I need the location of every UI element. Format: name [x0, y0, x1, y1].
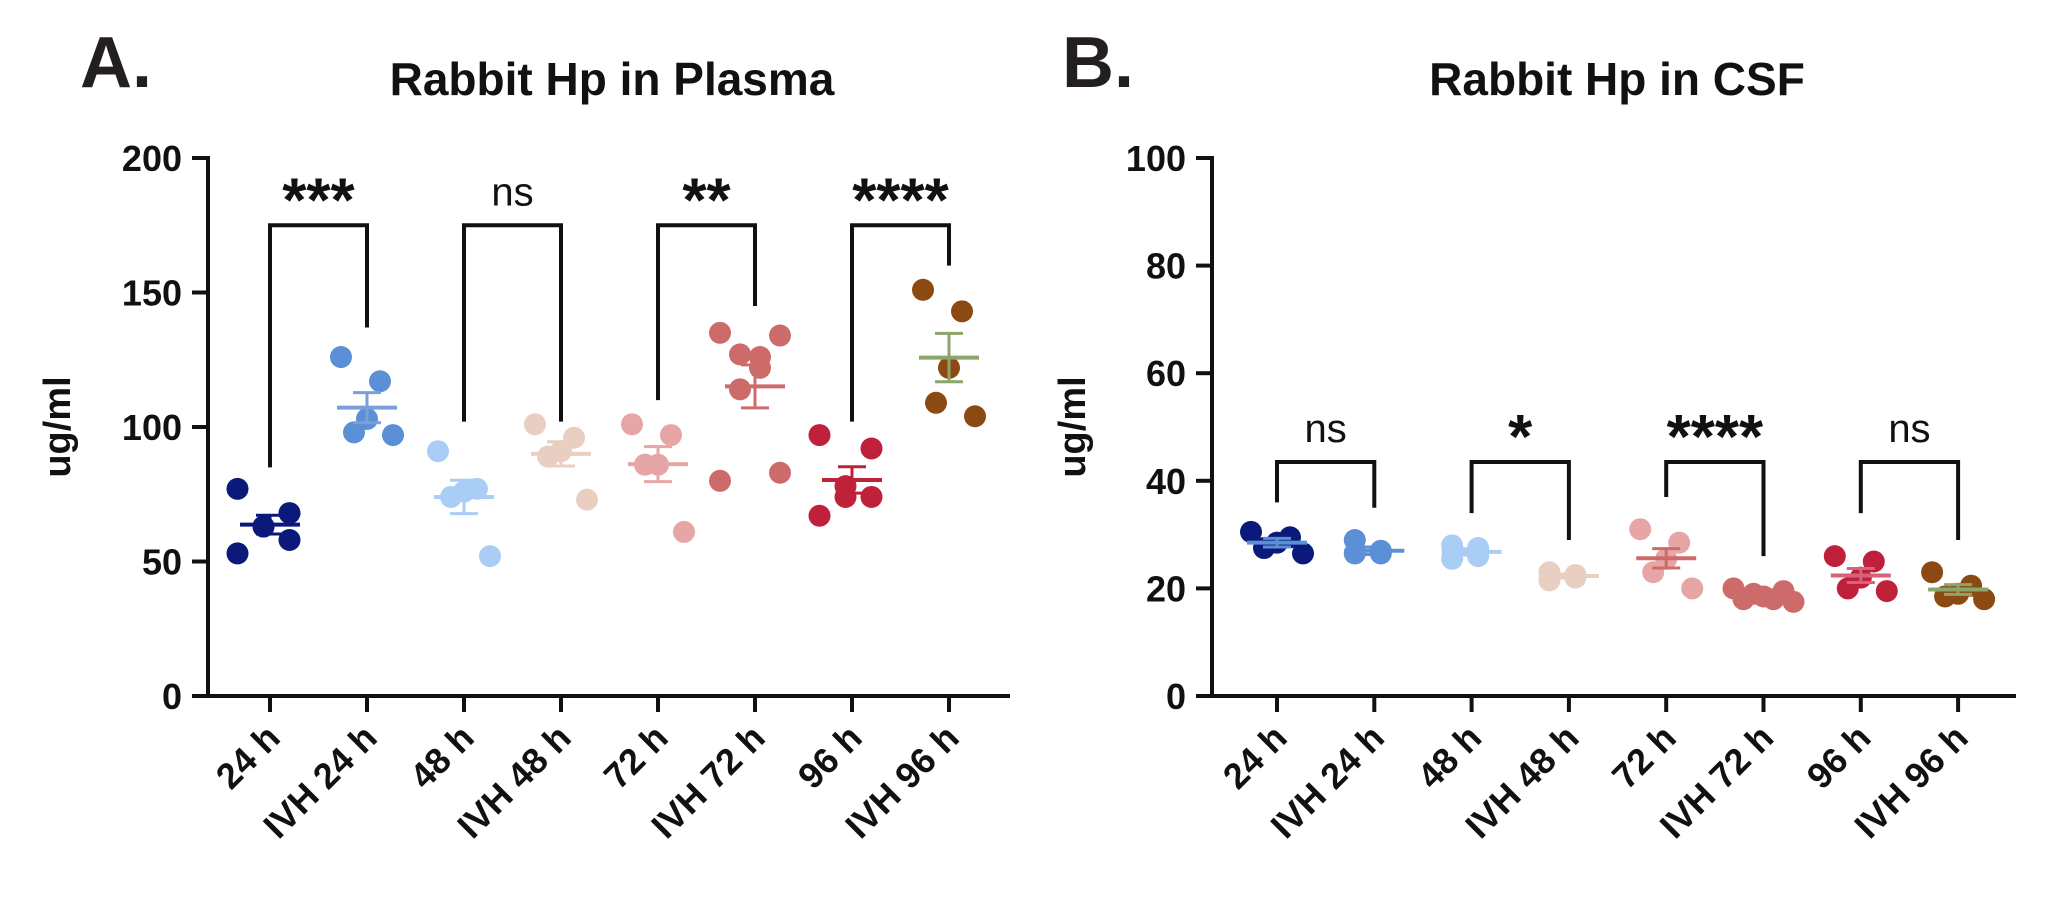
data-point	[860, 437, 883, 460]
data-point	[524, 413, 546, 436]
data-point	[964, 405, 986, 428]
data-point	[749, 356, 771, 379]
significance-bracket	[462, 223, 563, 422]
x-tick-label-48-h: 48 h	[402, 717, 482, 797]
y-tick-label: 150	[122, 273, 182, 314]
data-point	[1629, 518, 1652, 541]
significance-label: ns	[491, 170, 533, 214]
data-point	[343, 421, 365, 444]
significance-bracket	[268, 223, 369, 468]
significance-bracket	[1664, 459, 1766, 557]
y-tick-label: 60	[1146, 353, 1186, 394]
data-point	[808, 504, 831, 527]
data-point	[226, 477, 249, 500]
data-point	[537, 445, 559, 468]
data-point	[912, 278, 934, 301]
x-tick-label-96-h: 96 h	[790, 717, 870, 797]
data-point	[709, 321, 731, 344]
data-point	[808, 424, 831, 447]
significance-label: ns	[1888, 407, 1930, 451]
data-point	[621, 413, 643, 436]
data-point	[860, 485, 883, 508]
data-point	[769, 324, 791, 347]
chart-title: Rabbit Hp in CSF	[1429, 53, 1805, 105]
significance-bracket	[850, 223, 951, 422]
data-point	[660, 424, 682, 447]
chart-plasma: Rabbit Hp in Plasma ug/ml 0 50 100 150 200 24 h…	[37, 53, 1010, 846]
significance-label: ****	[852, 166, 949, 235]
y-tick-label: 40	[1146, 461, 1186, 502]
data-point	[769, 461, 791, 484]
chart-title: Rabbit Hp in Plasma	[390, 53, 835, 105]
y-tick-label: 0	[162, 676, 182, 717]
data-point	[1921, 561, 1944, 584]
significance-label: ***	[282, 166, 355, 235]
significance-bracket	[1469, 459, 1571, 540]
significance-bracket	[1275, 459, 1377, 508]
data-point	[1292, 542, 1314, 565]
x-tick-label-24-h: 24 h	[208, 717, 288, 797]
y-tick-label: 50	[142, 542, 182, 583]
data-point	[278, 528, 301, 551]
y-tick-label: 100	[122, 407, 182, 448]
data-point	[1875, 580, 1898, 603]
panel-a-label: A.	[80, 23, 152, 103]
y-tick-label: 20	[1146, 568, 1186, 609]
x-tick-label-24-h: 24 h	[1215, 717, 1295, 797]
y-axis-label: ug/ml	[1052, 376, 1094, 477]
y-tick-label: 100	[1126, 138, 1186, 179]
data-point	[951, 300, 973, 323]
data-point	[673, 520, 695, 543]
data-point	[382, 424, 404, 447]
data-point	[1681, 577, 1704, 600]
data-point	[1836, 577, 1859, 600]
significance-label: **	[682, 166, 731, 235]
data-point	[330, 346, 352, 369]
significance-label: ns	[1305, 407, 1347, 451]
y-axis-label: ug/ml	[37, 376, 79, 477]
x-tick-label-72-h: 72 h	[596, 717, 676, 797]
significance-label: ****	[1667, 403, 1764, 472]
x-tick-label-96-h: 96 h	[1799, 717, 1879, 797]
data-point	[1973, 588, 1996, 611]
data-point	[729, 378, 751, 401]
data-point	[278, 502, 301, 525]
data-point	[1823, 545, 1846, 568]
y-tick-label: 80	[1146, 246, 1186, 287]
data-point	[576, 488, 598, 511]
significance-label: *	[1508, 403, 1533, 472]
y-tick-label: 200	[122, 138, 182, 179]
x-tick-label-48-h: 48 h	[1409, 717, 1489, 797]
data-point	[369, 370, 391, 393]
y-tick-label: 0	[1166, 676, 1186, 717]
data-point	[925, 391, 947, 414]
data-point	[729, 343, 751, 366]
data-point	[709, 469, 731, 492]
data-point	[226, 542, 249, 565]
data-point	[1240, 520, 1262, 543]
panel-b-label: B.	[1062, 23, 1134, 103]
data-point	[427, 440, 449, 463]
data-point	[1642, 561, 1665, 584]
significance-bracket	[1858, 459, 1961, 540]
significance-bracket	[656, 223, 757, 401]
data-point	[479, 545, 501, 568]
x-tick-label-72-h: 72 h	[1604, 717, 1684, 797]
